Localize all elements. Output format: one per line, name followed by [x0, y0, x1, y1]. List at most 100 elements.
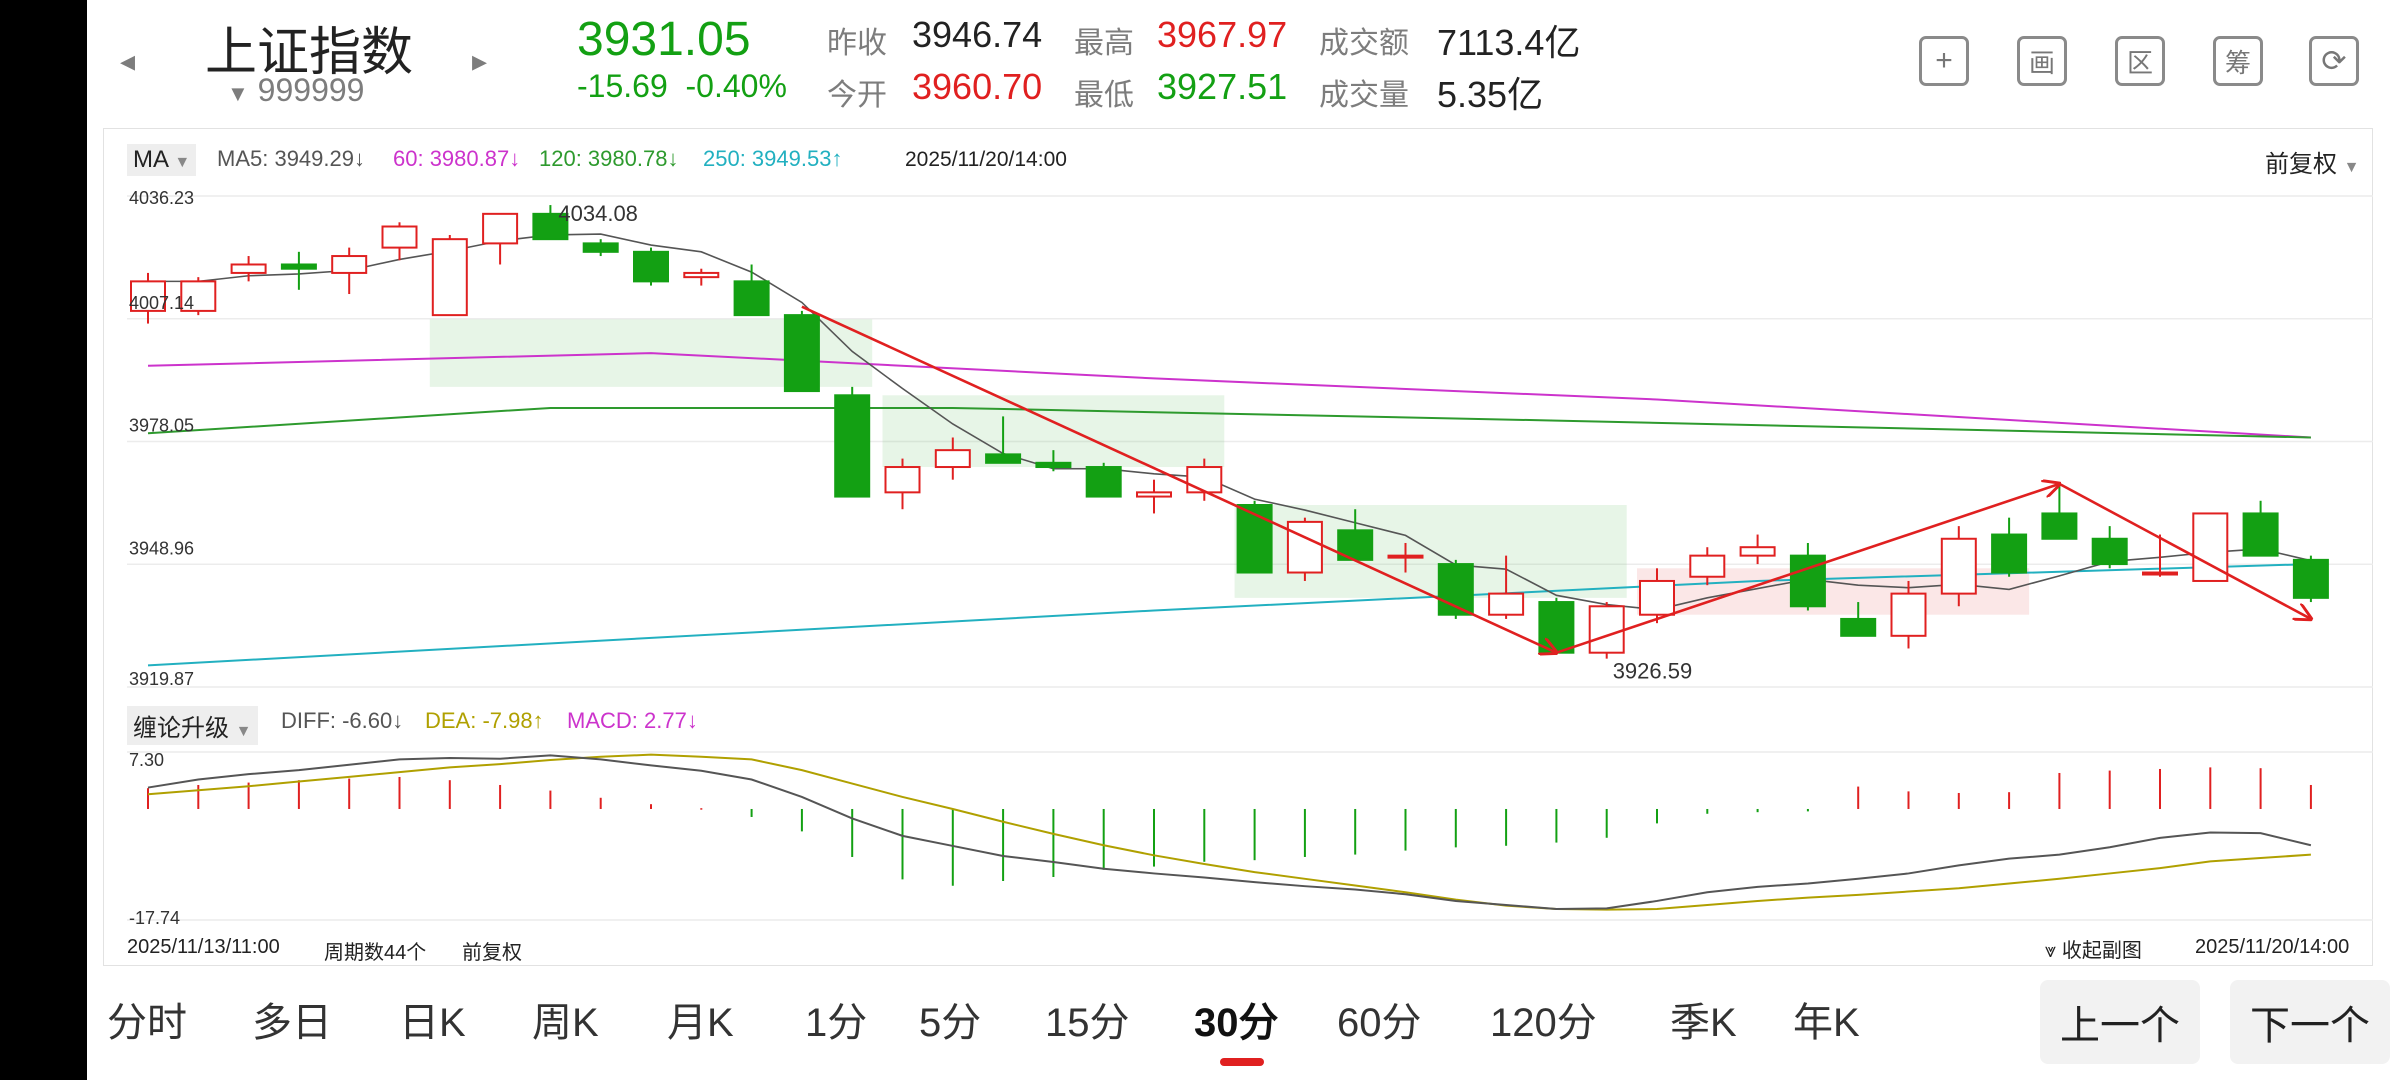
chips-icon[interactable]: 筹 [2213, 36, 2263, 86]
chart-panel [103, 128, 2373, 966]
chevron-down-icon: ▼ [174, 154, 191, 171]
period-tab-9[interactable]: 60分 [1337, 1001, 1422, 1045]
candle-body-0 [130, 280, 166, 312]
index-code-dropdown[interactable]: ▼ 999999 [227, 72, 364, 109]
y-tick-label-4: 3919.87 [129, 669, 194, 689]
trend-line-1 [1555, 484, 2059, 654]
prev-index-arrow-icon[interactable]: ◂ [120, 45, 136, 78]
ma5-line [148, 233, 2312, 611]
candle-30 [1639, 568, 1675, 624]
period-tab-10[interactable]: 120分 [1490, 1001, 1597, 1045]
candle-body-9 [582, 242, 619, 253]
candle-7 [482, 212, 519, 265]
active-period-indicator [1220, 1058, 1264, 1066]
collapse-subchart-button[interactable]: ⩔ 收起副图 [2045, 940, 2142, 962]
candle-32 [1739, 534, 1776, 565]
candle-body-34 [1840, 617, 1877, 637]
candle-body-11 [683, 271, 720, 279]
candle-0 [130, 272, 166, 324]
candle-body-19 [1085, 466, 1122, 498]
high-value: 3967.97 [1157, 14, 1288, 55]
ma-indicator-select[interactable]: MA ▼ [127, 144, 197, 176]
crosshair-datetime: 2025/11/20/14:00 [905, 148, 1067, 171]
candle-body-32 [1739, 546, 1776, 557]
candle-body-26 [1437, 563, 1474, 616]
candle-body-23 [1286, 520, 1323, 574]
ma60-value: 60: 3980.87↓ [393, 146, 521, 171]
candle-body-8 [532, 212, 569, 241]
candle-31 [1689, 547, 1726, 586]
y-tick-label-0: 4036.23 [129, 188, 194, 208]
period-tab-4[interactable]: 月K [667, 1001, 734, 1045]
period-tab-2[interactable]: 日K [399, 1001, 466, 1045]
y-tick-label-1: 4007.14 [129, 293, 194, 313]
candle-body-36 [1940, 537, 1977, 595]
candle-35 [1890, 580, 1927, 649]
volume-value: 5.35亿 [1437, 74, 1544, 115]
candle-body-1 [180, 280, 217, 312]
draw-icon[interactable]: 画 [2017, 36, 2067, 86]
candle-body-7 [482, 212, 519, 245]
candle-42 [2242, 500, 2279, 557]
period-tab-0[interactable]: 分时 [107, 1001, 187, 1045]
candle-16 [934, 437, 971, 480]
candle-39 [2091, 526, 2128, 569]
period-tab-11[interactable]: 季K [1670, 1001, 1737, 1045]
sub-indicator-select[interactable]: 缠论升级 ▼ [127, 706, 258, 745]
candle-38 [2041, 483, 2078, 540]
candle-body-29 [1588, 605, 1625, 654]
candle-body-6 [431, 238, 468, 317]
candle-body-16 [934, 449, 971, 469]
add-icon[interactable]: + [1919, 36, 1969, 86]
candle-body-25 [1387, 554, 1424, 559]
period-tab-6[interactable]: 5分 [919, 1001, 982, 1045]
candle-34 [1840, 602, 1877, 637]
low-annotation: 3926.59 [1613, 659, 1693, 684]
period-count: 周期数44个 [324, 942, 427, 964]
next-index-arrow-icon[interactable]: ▸ [472, 45, 488, 78]
chart-end-date: 2025/11/20/14:00 [2195, 936, 2350, 958]
candle-2 [230, 256, 267, 282]
candle-4 [331, 247, 368, 295]
y-tick-label-3: 3948.96 [129, 538, 194, 558]
candle-19 [1085, 462, 1122, 498]
candle-body-28 [1538, 601, 1575, 654]
period-tab-7[interactable]: 15分 [1045, 1001, 1130, 1045]
next-stock-button[interactable]: 下一个 [2230, 980, 2390, 1064]
candle-13 [783, 310, 820, 393]
rotate-screen-icon[interactable]: ⟳ [2309, 36, 2359, 86]
chevron-down-icon: ▼ [235, 723, 252, 740]
amount-value: 7113.4亿 [1437, 22, 1581, 63]
diff-line [147, 754, 2312, 910]
footer-adjust: 前复权 [462, 942, 522, 964]
index-code: 999999 [257, 72, 365, 108]
candle-body-35 [1890, 592, 1927, 637]
period-tab-5[interactable]: 1分 [805, 1001, 868, 1045]
prev-close-label: 昨收 [827, 27, 887, 60]
ma120-value: 120: 3980.78↓ [539, 146, 679, 171]
period-tab-3[interactable]: 周K [532, 1001, 599, 1045]
y-tick-label-2: 3978.05 [129, 416, 194, 436]
chevron-down-icon: ▼ [227, 81, 249, 106]
trend-line-2 [2058, 482, 2311, 619]
candle-body-37 [1991, 533, 2028, 574]
amount-label: 成交额 [1319, 27, 1409, 60]
candlestick-chart[interactable]: 4034.08 3926.59 4036.23 4007.14 3978.05 3948… [87, 0, 2400, 980]
candle-22 [1236, 500, 1273, 574]
dea-value: DEA: -7.98↑ [425, 708, 544, 733]
candle-1 [180, 277, 217, 316]
period-tab-12[interactable]: 年K [1793, 1001, 1860, 1045]
stock-chart-screen: ◂ 上证指数 ▼ 999999 ▸ 3931.05 -15.69 -0.40% … [87, 0, 2400, 1080]
candle-43 [2292, 555, 2329, 603]
ma250-value: 250: 3949.53↑ [703, 146, 843, 171]
candle-body-27 [1488, 592, 1525, 616]
prev-stock-button[interactable]: 上一个 [2040, 980, 2200, 1064]
range-icon[interactable]: 区 [2115, 36, 2165, 86]
period-tab-1[interactable]: 多日 [252, 1001, 332, 1045]
candle-body-2 [230, 263, 267, 274]
period-tab-8[interactable]: 30分 [1194, 1001, 1279, 1045]
dea-line [147, 753, 2311, 911]
candle-body-22 [1236, 504, 1273, 574]
candle-body-12 [733, 280, 770, 317]
adjust-select[interactable]: 前复权 ▼ [2265, 151, 2360, 178]
